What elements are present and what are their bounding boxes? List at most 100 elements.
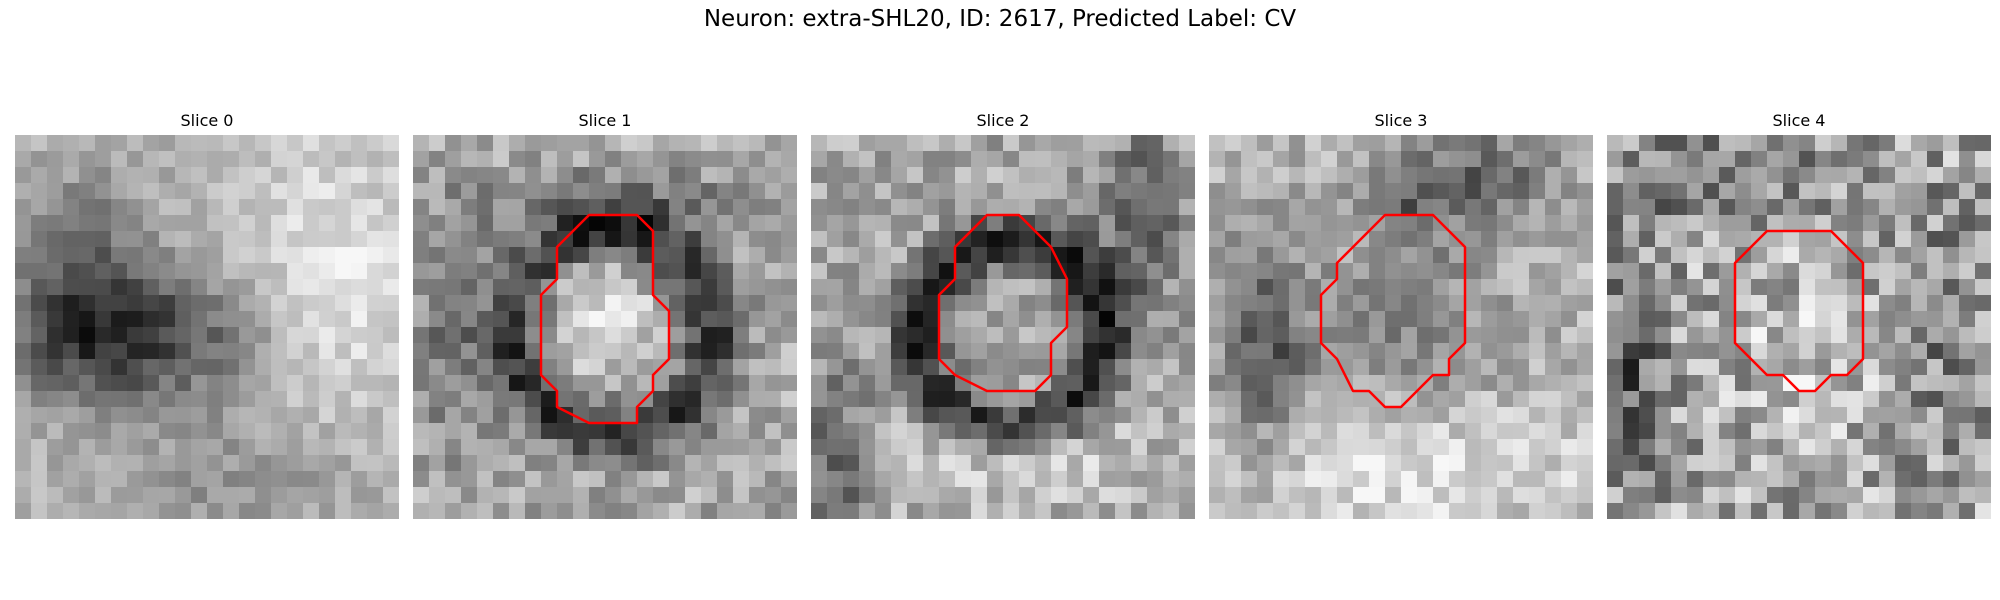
- pixel: [1163, 263, 1180, 280]
- pixel: [159, 391, 176, 408]
- pixel: [765, 263, 782, 280]
- pixel: [891, 167, 908, 184]
- pixel: [1417, 471, 1434, 488]
- pixel: [1513, 455, 1530, 472]
- pixel: [319, 183, 336, 200]
- pixel: [191, 487, 208, 504]
- pixel: [1401, 487, 1418, 504]
- pixel: [255, 199, 272, 216]
- pixel: [1067, 135, 1084, 152]
- pixel: [653, 167, 670, 184]
- pixel: [1433, 199, 1450, 216]
- pixel: [875, 375, 892, 392]
- pixel: [701, 455, 718, 472]
- pixel: [1305, 295, 1322, 312]
- pixel: [1703, 135, 1720, 152]
- pixel: [367, 487, 384, 504]
- pixel: [1879, 279, 1896, 296]
- pixel: [1019, 263, 1036, 280]
- pixel: [1115, 183, 1132, 200]
- pixel: [1433, 279, 1450, 296]
- pixel: [1353, 151, 1370, 168]
- pixel: [781, 439, 797, 456]
- pixel: [1369, 167, 1386, 184]
- pixel: [765, 199, 782, 216]
- pixel: [351, 167, 368, 184]
- pixel: [1545, 407, 1562, 424]
- pixel: [1417, 407, 1434, 424]
- pixel: [685, 407, 702, 424]
- pixel: [621, 231, 638, 248]
- pixel: [1561, 135, 1578, 152]
- pixel: [1465, 407, 1482, 424]
- pixel: [351, 135, 368, 152]
- pixel: [1545, 423, 1562, 440]
- pixel: [1273, 343, 1290, 360]
- pixel: [1639, 135, 1656, 152]
- pixel: [859, 279, 876, 296]
- pixel: [143, 311, 160, 328]
- pixel: [287, 423, 304, 440]
- pixel: [1703, 167, 1720, 184]
- pixel: [811, 327, 828, 344]
- pixel: [383, 487, 399, 504]
- pixel: [1257, 327, 1274, 344]
- pixel: [1289, 151, 1306, 168]
- pixel: [749, 199, 766, 216]
- pixel: [1799, 279, 1816, 296]
- pixel: [749, 471, 766, 488]
- pixel: [717, 279, 734, 296]
- pixel: [461, 167, 478, 184]
- pixel: [843, 343, 860, 360]
- pixel: [891, 295, 908, 312]
- pixel: [1497, 439, 1514, 456]
- pixel: [1163, 279, 1180, 296]
- pixel: [1273, 423, 1290, 440]
- pixel: [111, 327, 128, 344]
- pixel: [335, 183, 352, 200]
- pixel: [1751, 167, 1768, 184]
- pixel: [987, 327, 1004, 344]
- pixel: [223, 199, 240, 216]
- pixel: [781, 215, 797, 232]
- pixel: [413, 327, 430, 344]
- pixel: [765, 167, 782, 184]
- pixel: [859, 423, 876, 440]
- pixel: [939, 375, 956, 392]
- pixel: [1943, 343, 1960, 360]
- pixel: [1815, 311, 1832, 328]
- pixel: [1225, 455, 1242, 472]
- pixel: [717, 391, 734, 408]
- pixel: [1083, 471, 1100, 488]
- pixel: [429, 199, 446, 216]
- pixel: [1179, 135, 1195, 152]
- pixel: [637, 263, 654, 280]
- pixel: [1975, 231, 1991, 248]
- pixel: [63, 135, 80, 152]
- pixel: [1099, 407, 1116, 424]
- pixel: [1273, 375, 1290, 392]
- pixel: [1163, 247, 1180, 264]
- pixel: [541, 199, 558, 216]
- pixel: [1815, 343, 1832, 360]
- pixel: [685, 199, 702, 216]
- pixel: [1895, 343, 1912, 360]
- pixel: [923, 455, 940, 472]
- pixel: [1671, 311, 1688, 328]
- pixel: [811, 343, 828, 360]
- pixel: [461, 375, 478, 392]
- pixel: [1863, 295, 1880, 312]
- pixel: [843, 407, 860, 424]
- pixel: [875, 391, 892, 408]
- pixel: [1623, 487, 1640, 504]
- pixel: [955, 423, 972, 440]
- pixel: [1943, 503, 1960, 519]
- pixel: [287, 231, 304, 248]
- pixel: [1623, 311, 1640, 328]
- pixel: [413, 135, 430, 152]
- pixel: [1719, 471, 1736, 488]
- pixel: [573, 359, 590, 376]
- pixel: [1735, 215, 1752, 232]
- pixel: [1895, 471, 1912, 488]
- pixel: [207, 263, 224, 280]
